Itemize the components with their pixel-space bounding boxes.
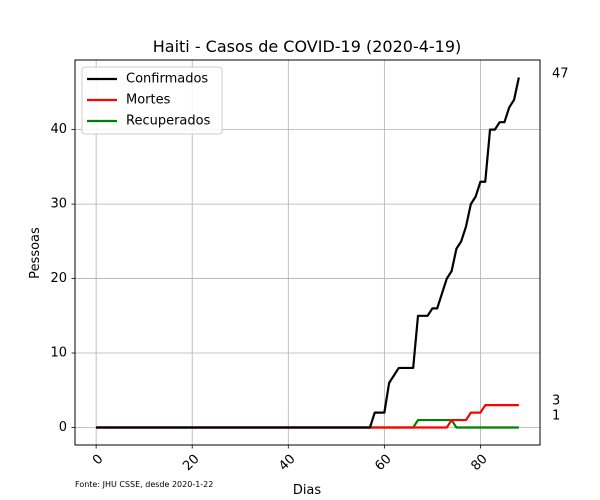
legend-label-mortes: Mortes xyxy=(126,93,171,108)
x-tick-label: 60 xyxy=(372,452,394,474)
end-label-mortes: 3 xyxy=(552,394,560,409)
x-tick-label: 40 xyxy=(276,452,298,474)
x-tick-label: 20 xyxy=(180,452,202,474)
legend-box xyxy=(81,66,223,135)
series-line-recuperados xyxy=(96,418,519,429)
x-tick-label: 80 xyxy=(468,452,490,474)
end-label-recuperados: 1 xyxy=(552,409,560,424)
series-line-confirmados xyxy=(96,77,520,429)
y-tick-label: 10 xyxy=(50,346,67,361)
x-axis-ticks: 0 20 40 60 80 xyxy=(90,445,491,474)
y-tick-label: 40 xyxy=(50,122,67,137)
end-label-confirmados: 47 xyxy=(552,67,569,82)
legend: Confirmados Mortes Recuperados xyxy=(81,66,223,135)
source-note: Fonte: JHU CSSE, desde 2020-1-22 xyxy=(75,480,213,489)
series-line-mortes xyxy=(96,404,519,429)
y-axis-ticks: 0 10 20 30 40 xyxy=(50,122,75,435)
x-tick-label: 0 xyxy=(90,452,106,468)
plot-frame xyxy=(74,59,541,446)
end-value-labels: 47 31 xyxy=(552,67,569,424)
y-tick-label: 20 xyxy=(50,271,67,286)
chart-title: Haiti - Casos de COVID-19 (2020-4-19) xyxy=(153,37,462,56)
y-axis-label: Pessoas xyxy=(28,227,43,279)
legend-label-recuperados: Recuperados xyxy=(126,114,211,129)
x-axis-label: Dias xyxy=(293,483,322,498)
legend-label-confirmados: Confirmados xyxy=(126,72,208,87)
y-tick-label: 0 xyxy=(59,420,67,435)
series-lines xyxy=(96,77,520,429)
y-tick-label: 30 xyxy=(50,197,67,212)
